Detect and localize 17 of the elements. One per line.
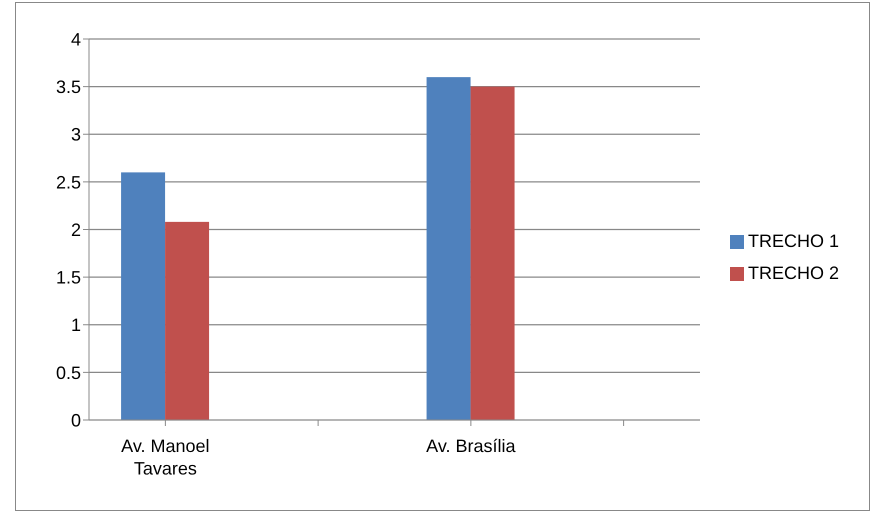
y-tick-label: 2: [70, 220, 81, 240]
y-tick-label: 3: [70, 124, 81, 145]
y-tick-label: 1.5: [56, 268, 81, 288]
x-tick-label: Av. Brasília: [426, 436, 517, 456]
y-tick-label: 0.5: [56, 362, 81, 383]
y-tick-label: 1: [70, 315, 81, 336]
bar: [470, 86, 515, 420]
bar: [165, 222, 210, 420]
legend-label: TRECHO 1: [748, 230, 839, 250]
x-tick-label: Av. Manoel Tavares: [121, 436, 210, 479]
y-tick-label: 3.5: [56, 77, 81, 98]
bar: [426, 77, 471, 420]
y-tick-label: 0: [70, 410, 81, 430]
y-tick-label: 2.5: [56, 172, 81, 192]
y-tick-label: 4: [70, 29, 81, 50]
bar: [121, 172, 166, 420]
legend-label: TRECHO 2: [748, 262, 839, 282]
